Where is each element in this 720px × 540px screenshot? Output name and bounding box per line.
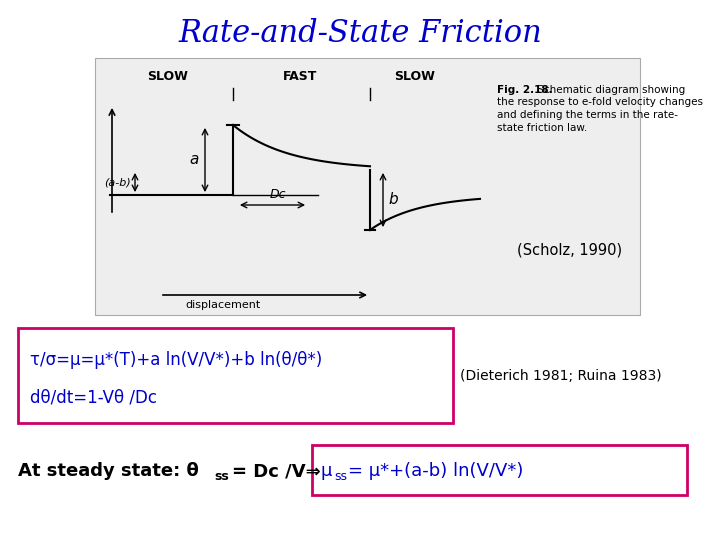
- Bar: [18, 328, 453, 423]
- Text: (Scholz, 1990): (Scholz, 1990): [518, 242, 623, 258]
- Text: Fig. 2.18.: Fig. 2.18.: [497, 85, 553, 95]
- Text: = Dᴄ /V⇒: = Dᴄ /V⇒: [232, 462, 320, 480]
- Text: τ/σ=μ=μ*(T)+a ln(V/V*)+b ln(θ/θ*): τ/σ=μ=μ*(T)+a ln(V/V*)+b ln(θ/θ*): [30, 351, 323, 369]
- Text: a: a: [189, 152, 199, 167]
- Text: SLOW: SLOW: [148, 71, 189, 84]
- Text: ss: ss: [334, 470, 347, 483]
- Text: dθ/dt=1-Vθ /Dᴄ: dθ/dt=1-Vθ /Dᴄ: [30, 389, 157, 407]
- Text: (a-b): (a-b): [104, 178, 131, 187]
- Text: (Dieterich 1981; Ruina 1983): (Dieterich 1981; Ruina 1983): [460, 369, 662, 383]
- Text: state friction law.: state friction law.: [497, 123, 588, 133]
- Text: FAST: FAST: [283, 71, 318, 84]
- Text: ss: ss: [214, 470, 229, 483]
- Text: SLOW: SLOW: [395, 71, 436, 84]
- Bar: [95, 58, 640, 315]
- Text: b: b: [388, 192, 397, 207]
- Text: the response to e-fold velocity changes: the response to e-fold velocity changes: [497, 97, 703, 107]
- Text: = μ*+(a-b) ln(V/V*): = μ*+(a-b) ln(V/V*): [348, 462, 523, 480]
- Bar: [312, 445, 687, 495]
- Text: displacement: displacement: [185, 300, 260, 310]
- Text: Schematic diagram showing: Schematic diagram showing: [534, 85, 685, 95]
- Text: At steady state: θ: At steady state: θ: [18, 462, 199, 480]
- Text: μ: μ: [320, 462, 331, 480]
- Text: and defining the terms in the rate-: and defining the terms in the rate-: [497, 110, 678, 120]
- Text: Rate-and-State Friction: Rate-and-State Friction: [178, 17, 542, 49]
- Text: Dc: Dc: [269, 188, 286, 201]
